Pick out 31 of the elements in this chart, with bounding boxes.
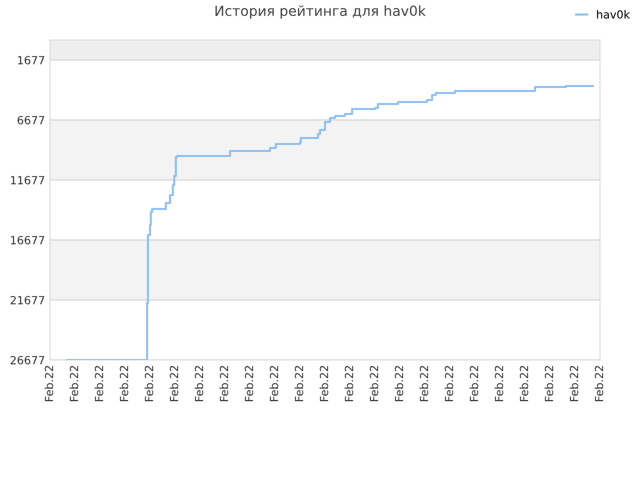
x-tick-label: Feb.22	[244, 366, 254, 402]
y-tick-label: 16677	[11, 236, 44, 244]
legend-label: hav0k	[597, 10, 630, 19]
x-tick-label: Feb.22	[420, 366, 428, 402]
y-tick-label: 26677	[10, 356, 44, 364]
x-tick-label: Feb.22	[120, 366, 128, 402]
y-tick-label: 6677	[18, 116, 44, 124]
x-tick-label: Feb.22	[294, 366, 304, 402]
y-tick-label: 1677	[18, 56, 44, 64]
x-tick-label: Feb.22	[370, 366, 378, 402]
x-tick-label: Feb.22	[394, 366, 404, 402]
x-tick-label: Feb.22	[570, 366, 578, 402]
x-tick-label: Feb.22	[320, 366, 328, 402]
y-tick-label: 21677	[10, 296, 44, 304]
x-tick-label: Feb.22	[594, 366, 604, 402]
x-tick-label: Feb.22	[270, 366, 278, 402]
x-tick-label: Feb.22	[220, 366, 228, 402]
y-tick-label: 11677	[11, 176, 44, 184]
x-tick-label: Feb.22	[194, 366, 204, 402]
x-tick-label: Feb.22	[44, 366, 54, 402]
x-tick-label: Feb.22	[470, 366, 478, 402]
x-tick-label: Feb.22	[170, 366, 178, 402]
x-tick-label: Feb.22	[144, 366, 154, 402]
x-tick-label: Feb.22	[94, 366, 104, 402]
x-tick-label: Feb.22	[70, 366, 78, 402]
x-tick-label: Feb.22	[544, 366, 554, 402]
chart-title: История рейтинга для hav0k	[216, 5, 426, 19]
x-tick-label: Feb.22	[494, 366, 504, 402]
x-tick-label: Feb.22	[344, 366, 354, 402]
x-tick-label: Feb.22	[520, 366, 528, 402]
x-tick-label: Feb.22	[444, 366, 454, 402]
